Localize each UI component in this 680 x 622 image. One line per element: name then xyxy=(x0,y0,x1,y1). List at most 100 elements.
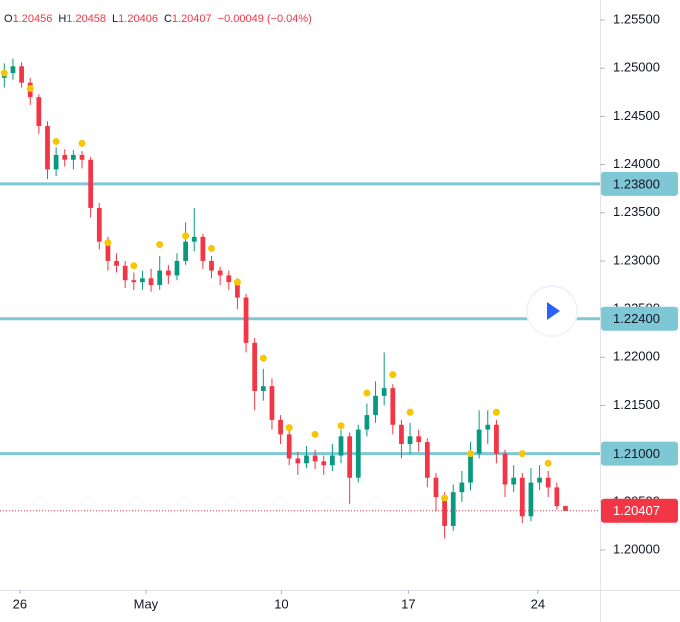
candle-body xyxy=(200,236,206,261)
header-value: 1.20458 xyxy=(66,13,106,25)
candle-body xyxy=(485,424,491,430)
y-tick-label: 1.25500 xyxy=(613,11,660,26)
candle-body xyxy=(399,424,404,445)
candle-body xyxy=(373,395,378,416)
header-key: L xyxy=(112,13,118,25)
y-tick-label: 1.25000 xyxy=(613,60,660,75)
candle-body xyxy=(381,388,387,396)
candle-body xyxy=(433,477,439,498)
x-tick-label: May xyxy=(134,596,159,611)
candle-body xyxy=(450,492,456,526)
x-tick-label: 17 xyxy=(401,596,415,611)
candle-body xyxy=(321,461,327,466)
candle-body xyxy=(528,482,534,517)
x-tick-label: 24 xyxy=(531,596,545,611)
last-price-label: 1.20407 xyxy=(613,503,660,518)
header-change: −0.00049 (−0.04%) xyxy=(218,13,312,25)
fractal-marker xyxy=(389,371,397,379)
candle-body xyxy=(148,278,154,286)
candle-body xyxy=(217,270,223,276)
fractal-marker xyxy=(233,278,241,286)
header-key: H xyxy=(58,13,66,25)
candle-body xyxy=(416,436,422,443)
y-tick-label: 1.24000 xyxy=(613,156,660,171)
y-tick-label: 1.20000 xyxy=(613,541,660,556)
fractal-marker xyxy=(182,232,190,240)
level-label: 1.23800 xyxy=(613,176,660,191)
candle-body xyxy=(442,497,447,526)
candle-body xyxy=(338,436,344,456)
candle-body xyxy=(563,506,568,511)
fractal-marker xyxy=(363,389,371,397)
candle-body xyxy=(468,453,473,483)
fractal-marker xyxy=(406,408,414,416)
candle-body xyxy=(157,270,163,286)
candle-body xyxy=(502,453,508,485)
fractal-marker xyxy=(0,69,8,77)
candle-body xyxy=(19,66,24,83)
fractal-marker xyxy=(104,239,112,247)
candle-body xyxy=(364,415,370,430)
candle-body xyxy=(105,241,111,261)
fractal-marker xyxy=(78,139,86,147)
candle-body xyxy=(476,429,482,454)
candle-body xyxy=(330,455,335,466)
play-button[interactable] xyxy=(526,285,578,337)
header-key: C xyxy=(164,13,172,25)
candle-body xyxy=(226,275,232,283)
candle-body xyxy=(459,482,465,493)
level-label-box xyxy=(601,306,678,331)
candle-body xyxy=(114,260,119,266)
fractal-marker xyxy=(467,450,475,458)
y-tick-label: 1.22000 xyxy=(613,349,660,364)
candle-body xyxy=(295,458,301,464)
candle-body xyxy=(71,154,76,160)
fractal-marker xyxy=(441,494,449,502)
header-value: 1.20456 xyxy=(13,13,53,25)
candle-body xyxy=(183,241,188,261)
candle-body xyxy=(519,477,525,517)
fractal-marker xyxy=(208,244,216,252)
candle-body xyxy=(131,280,137,283)
candle-body xyxy=(390,388,396,425)
level-label-box xyxy=(601,171,678,196)
candle-body xyxy=(174,260,180,276)
candle-body xyxy=(36,97,42,127)
header-value: 1.20407 xyxy=(172,13,212,25)
candle-body xyxy=(96,207,102,242)
fractal-marker xyxy=(285,424,293,432)
candle-body xyxy=(209,260,214,271)
x-tick-label: 10 xyxy=(274,596,288,611)
fractal-marker xyxy=(337,422,345,430)
candle-body xyxy=(304,455,309,464)
fractal-marker xyxy=(544,459,552,467)
candle-body xyxy=(140,278,145,283)
candle-body xyxy=(53,154,59,170)
candle-body xyxy=(347,436,353,478)
candle-body xyxy=(286,434,292,459)
fractal-marker xyxy=(130,262,138,270)
candle-body xyxy=(269,386,275,420)
fractal-marker xyxy=(156,241,164,249)
candle-body xyxy=(252,342,258,392)
candle-body xyxy=(355,429,361,478)
fractal-marker xyxy=(52,137,60,145)
ohlc-header: O1.20456 H1.20458 L1.20406 C1.20407 −0.00049… xyxy=(4,13,312,25)
level-label: 1.21000 xyxy=(613,446,660,461)
fractal-marker xyxy=(492,408,500,416)
fractal-marker xyxy=(259,354,267,362)
candle-body xyxy=(45,126,50,170)
candle-body xyxy=(62,154,68,160)
candle-body xyxy=(122,265,128,281)
candle-body xyxy=(537,477,542,483)
fractal-marker xyxy=(26,84,34,92)
candle-body xyxy=(191,236,197,242)
candle-body xyxy=(79,154,85,160)
y-tick-label: 1.23000 xyxy=(613,252,660,267)
play-icon[interactable] xyxy=(547,302,560,320)
candle-body xyxy=(407,436,413,445)
level-label: 1.22400 xyxy=(613,311,660,326)
fractal-marker xyxy=(311,430,319,438)
candle-body xyxy=(545,477,551,488)
